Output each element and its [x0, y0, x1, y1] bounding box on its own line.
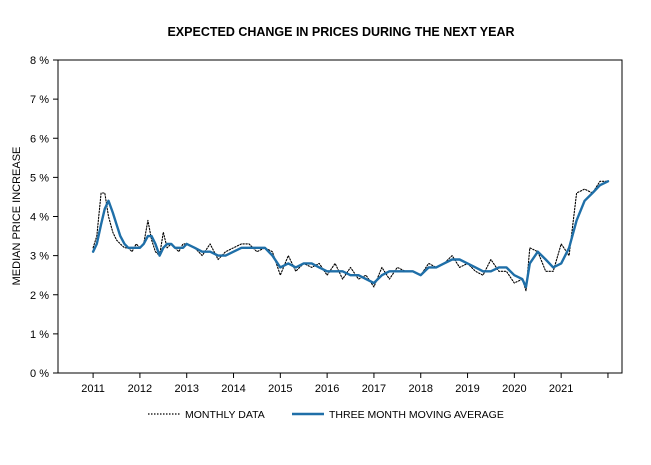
plot-area: [57, 59, 623, 374]
x-tick-label: 2020: [502, 383, 526, 395]
series-layer: [91, 180, 610, 292]
x-tick-label: 2021: [549, 383, 573, 395]
x-tick-label: 2013: [174, 383, 198, 395]
x-tick-label: 2011: [81, 383, 105, 395]
y-axis-label: MEDIAN PRICE INCREASE: [11, 147, 23, 286]
x-tick-label: 2014: [221, 383, 245, 395]
x-tick-label: 2018: [408, 383, 432, 395]
series-line-moving-average: [91, 180, 610, 289]
y-tick-label: 5 %: [30, 172, 49, 184]
series-line-monthly-data: [92, 180, 609, 292]
y-tick-label: 3 %: [30, 251, 49, 263]
x-tick-label: 2017: [362, 383, 386, 395]
y-axis: 0 % 1 % 2 % 3 % 4 % 5 % 6 % 7 % 8 %: [30, 55, 58, 380]
x-tick-label: 2015: [268, 383, 292, 395]
x-tick-label: 2016: [315, 383, 339, 395]
y-tick-label: 7 %: [30, 94, 49, 106]
y-tick-label: 1 %: [30, 329, 49, 341]
chart-title: EXPECTED CHANGE IN PRICES DURING THE NEX…: [167, 25, 514, 39]
x-axis: 2011 2012 2013 2014 2015 2016 2017 2018 2019 2020…: [81, 373, 609, 395]
legend-label-monthly: MONTHLY DATA: [185, 409, 265, 421]
legend: MONTHLY DATA THREE MONTH MOVING AVERAGE: [148, 409, 504, 421]
y-tick-label: 2 %: [30, 290, 49, 302]
y-tick-label: 6 %: [30, 133, 49, 145]
y-tick-label: 8 %: [30, 55, 49, 67]
x-tick-label: 2012: [128, 383, 152, 395]
legend-label-moving-average: THREE MONTH MOVING AVERAGE: [329, 409, 504, 421]
y-tick-label: 4 %: [30, 212, 49, 224]
y-tick-label: 0 %: [30, 368, 49, 380]
x-tick-label: 2019: [455, 383, 479, 395]
